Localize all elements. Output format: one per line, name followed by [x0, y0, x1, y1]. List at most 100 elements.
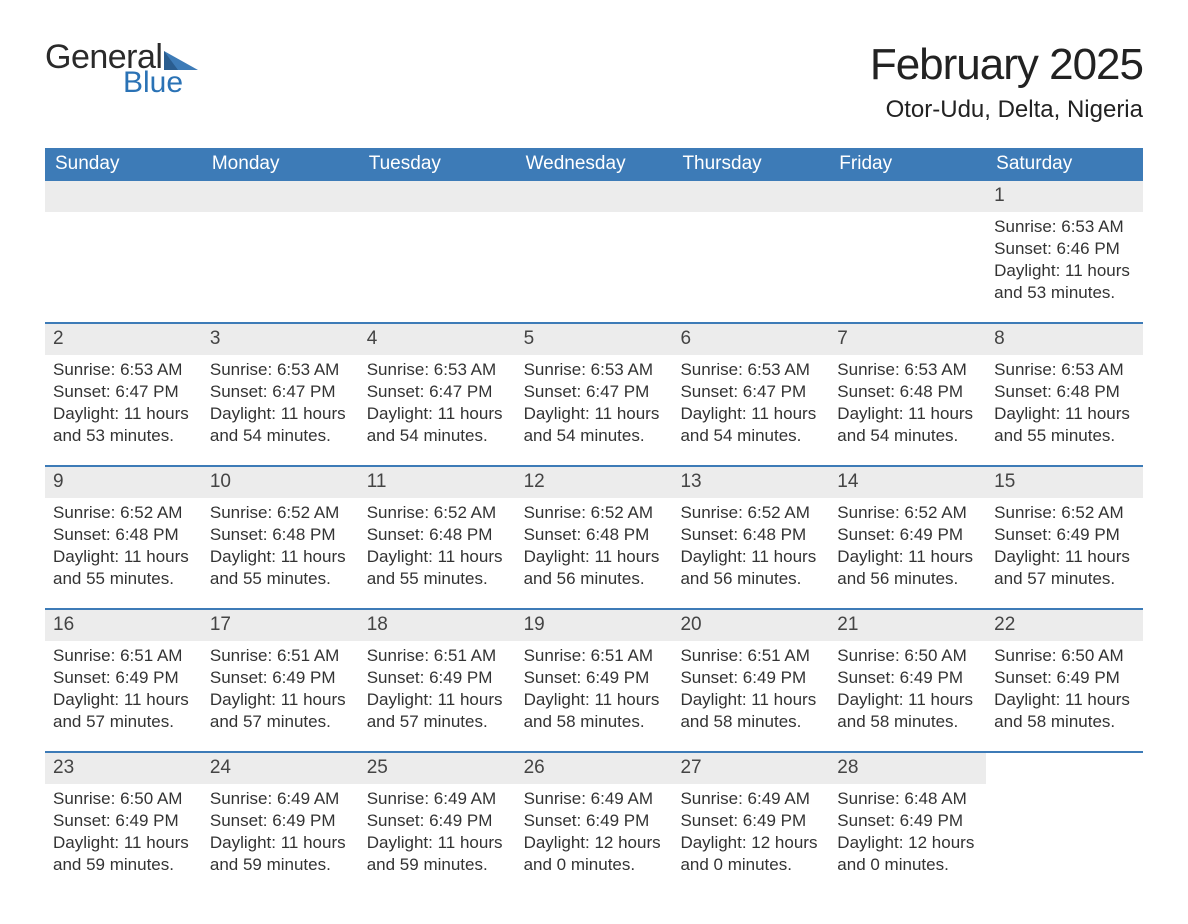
day-number [829, 181, 986, 212]
day-details: Sunrise: 6:53 AMSunset: 6:47 PMDaylight:… [202, 355, 359, 455]
daylight-text-2: and 55 minutes. [367, 568, 508, 590]
daylight-text-2: and 54 minutes. [210, 425, 351, 447]
calendar-day-cell: 11Sunrise: 6:52 AMSunset: 6:48 PMDayligh… [359, 467, 516, 598]
daylight-text-2: and 0 minutes. [524, 854, 665, 876]
calendar-day-cell: 18Sunrise: 6:51 AMSunset: 6:49 PMDayligh… [359, 610, 516, 741]
day-details: Sunrise: 6:49 AMSunset: 6:49 PMDaylight:… [516, 784, 673, 884]
sunset-text: Sunset: 6:49 PM [53, 810, 194, 832]
daylight-text-2: and 59 minutes. [210, 854, 351, 876]
day-number [672, 181, 829, 212]
sunrise-text: Sunrise: 6:48 AM [837, 788, 978, 810]
sunset-text: Sunset: 6:49 PM [367, 667, 508, 689]
sunrise-text: Sunrise: 6:52 AM [53, 502, 194, 524]
calendar-day-cell: 2Sunrise: 6:53 AMSunset: 6:47 PMDaylight… [45, 324, 202, 455]
dow-cell: Thursday [672, 148, 829, 181]
daylight-text-1: Daylight: 11 hours [837, 403, 978, 425]
dow-cell: Monday [202, 148, 359, 181]
sunrise-text: Sunrise: 6:53 AM [367, 359, 508, 381]
calendar-day-cell: 24Sunrise: 6:49 AMSunset: 6:49 PMDayligh… [202, 753, 359, 884]
sunrise-text: Sunrise: 6:50 AM [837, 645, 978, 667]
calendar-day-cell: 10Sunrise: 6:52 AMSunset: 6:48 PMDayligh… [202, 467, 359, 598]
daylight-text-1: Daylight: 11 hours [680, 546, 821, 568]
day-details: Sunrise: 6:49 AMSunset: 6:49 PMDaylight:… [202, 784, 359, 884]
day-number: 19 [516, 610, 673, 641]
day-details: Sunrise: 6:53 AMSunset: 6:47 PMDaylight:… [359, 355, 516, 455]
sunrise-text: Sunrise: 6:51 AM [367, 645, 508, 667]
day-number: 28 [829, 753, 986, 784]
calendar-day-cell: 26Sunrise: 6:49 AMSunset: 6:49 PMDayligh… [516, 753, 673, 884]
day-number: 1 [986, 181, 1143, 212]
daylight-text-2: and 57 minutes. [210, 711, 351, 733]
day-number: 3 [202, 324, 359, 355]
sunset-text: Sunset: 6:49 PM [994, 667, 1135, 689]
day-number: 11 [359, 467, 516, 498]
sunset-text: Sunset: 6:47 PM [680, 381, 821, 403]
sunrise-text: Sunrise: 6:52 AM [524, 502, 665, 524]
sunrise-text: Sunrise: 6:50 AM [994, 645, 1135, 667]
daylight-text-1: Daylight: 11 hours [367, 689, 508, 711]
day-number: 23 [45, 753, 202, 784]
day-number: 15 [986, 467, 1143, 498]
day-number: 2 [45, 324, 202, 355]
day-number: 17 [202, 610, 359, 641]
daylight-text-2: and 55 minutes. [210, 568, 351, 590]
day-details: Sunrise: 6:51 AMSunset: 6:49 PMDaylight:… [202, 641, 359, 741]
day-number: 27 [672, 753, 829, 784]
daylight-text-1: Daylight: 11 hours [367, 832, 508, 854]
daylight-text-1: Daylight: 12 hours [837, 832, 978, 854]
location-text: Otor-Udu, Delta, Nigeria [870, 96, 1143, 124]
daylight-text-1: Daylight: 11 hours [53, 403, 194, 425]
header-row: General Blue February 2025 Otor-Udu, Del… [45, 40, 1143, 124]
day-number: 14 [829, 467, 986, 498]
daylight-text-2: and 55 minutes. [994, 425, 1135, 447]
daylight-text-2: and 0 minutes. [680, 854, 821, 876]
sunrise-text: Sunrise: 6:53 AM [837, 359, 978, 381]
dow-cell: Saturday [986, 148, 1143, 181]
calendar-day-cell: 3Sunrise: 6:53 AMSunset: 6:47 PMDaylight… [202, 324, 359, 455]
day-details: Sunrise: 6:52 AMSunset: 6:48 PMDaylight:… [672, 498, 829, 598]
daylight-text-1: Daylight: 11 hours [524, 689, 665, 711]
daylight-text-1: Daylight: 11 hours [367, 546, 508, 568]
calendar-week: 16Sunrise: 6:51 AMSunset: 6:49 PMDayligh… [45, 608, 1143, 741]
daylight-text-2: and 56 minutes. [837, 568, 978, 590]
daylight-text-2: and 57 minutes. [994, 568, 1135, 590]
calendar-day-cell [202, 181, 359, 312]
sunset-text: Sunset: 6:48 PM [524, 524, 665, 546]
day-details: Sunrise: 6:53 AMSunset: 6:48 PMDaylight:… [986, 355, 1143, 455]
dow-cell: Sunday [45, 148, 202, 181]
day-details: Sunrise: 6:49 AMSunset: 6:49 PMDaylight:… [359, 784, 516, 884]
sunrise-text: Sunrise: 6:49 AM [210, 788, 351, 810]
day-details: Sunrise: 6:52 AMSunset: 6:48 PMDaylight:… [516, 498, 673, 598]
calendar-day-cell: 4Sunrise: 6:53 AMSunset: 6:47 PMDaylight… [359, 324, 516, 455]
daylight-text-2: and 53 minutes. [994, 282, 1135, 304]
day-details: Sunrise: 6:53 AMSunset: 6:46 PMDaylight:… [986, 212, 1143, 312]
daylight-text-1: Daylight: 11 hours [524, 403, 665, 425]
sunset-text: Sunset: 6:49 PM [837, 810, 978, 832]
day-number: 25 [359, 753, 516, 784]
logo-text-blue: Blue [123, 68, 198, 98]
sunset-text: Sunset: 6:48 PM [53, 524, 194, 546]
day-details: Sunrise: 6:52 AMSunset: 6:49 PMDaylight:… [829, 498, 986, 598]
day-details: Sunrise: 6:49 AMSunset: 6:49 PMDaylight:… [672, 784, 829, 884]
day-number: 8 [986, 324, 1143, 355]
daylight-text-1: Daylight: 11 hours [837, 546, 978, 568]
day-details: Sunrise: 6:52 AMSunset: 6:48 PMDaylight:… [359, 498, 516, 598]
title-block: February 2025 Otor-Udu, Delta, Nigeria [870, 40, 1143, 124]
month-title: February 2025 [870, 40, 1143, 90]
sunrise-text: Sunrise: 6:51 AM [53, 645, 194, 667]
daylight-text-2: and 58 minutes. [680, 711, 821, 733]
daylight-text-2: and 57 minutes. [53, 711, 194, 733]
day-details: Sunrise: 6:52 AMSunset: 6:48 PMDaylight:… [45, 498, 202, 598]
calendar-body: 1Sunrise: 6:53 AMSunset: 6:46 PMDaylight… [45, 181, 1143, 884]
day-details: Sunrise: 6:51 AMSunset: 6:49 PMDaylight:… [45, 641, 202, 741]
day-number: 9 [45, 467, 202, 498]
day-number: 10 [202, 467, 359, 498]
calendar-day-cell: 6Sunrise: 6:53 AMSunset: 6:47 PMDaylight… [672, 324, 829, 455]
day-details: Sunrise: 6:52 AMSunset: 6:49 PMDaylight:… [986, 498, 1143, 598]
daylight-text-2: and 58 minutes. [994, 711, 1135, 733]
sunrise-text: Sunrise: 6:53 AM [994, 359, 1135, 381]
calendar-day-cell: 17Sunrise: 6:51 AMSunset: 6:49 PMDayligh… [202, 610, 359, 741]
daylight-text-1: Daylight: 12 hours [524, 832, 665, 854]
daylight-text-1: Daylight: 11 hours [994, 260, 1135, 282]
calendar-week: 9Sunrise: 6:52 AMSunset: 6:48 PMDaylight… [45, 465, 1143, 598]
